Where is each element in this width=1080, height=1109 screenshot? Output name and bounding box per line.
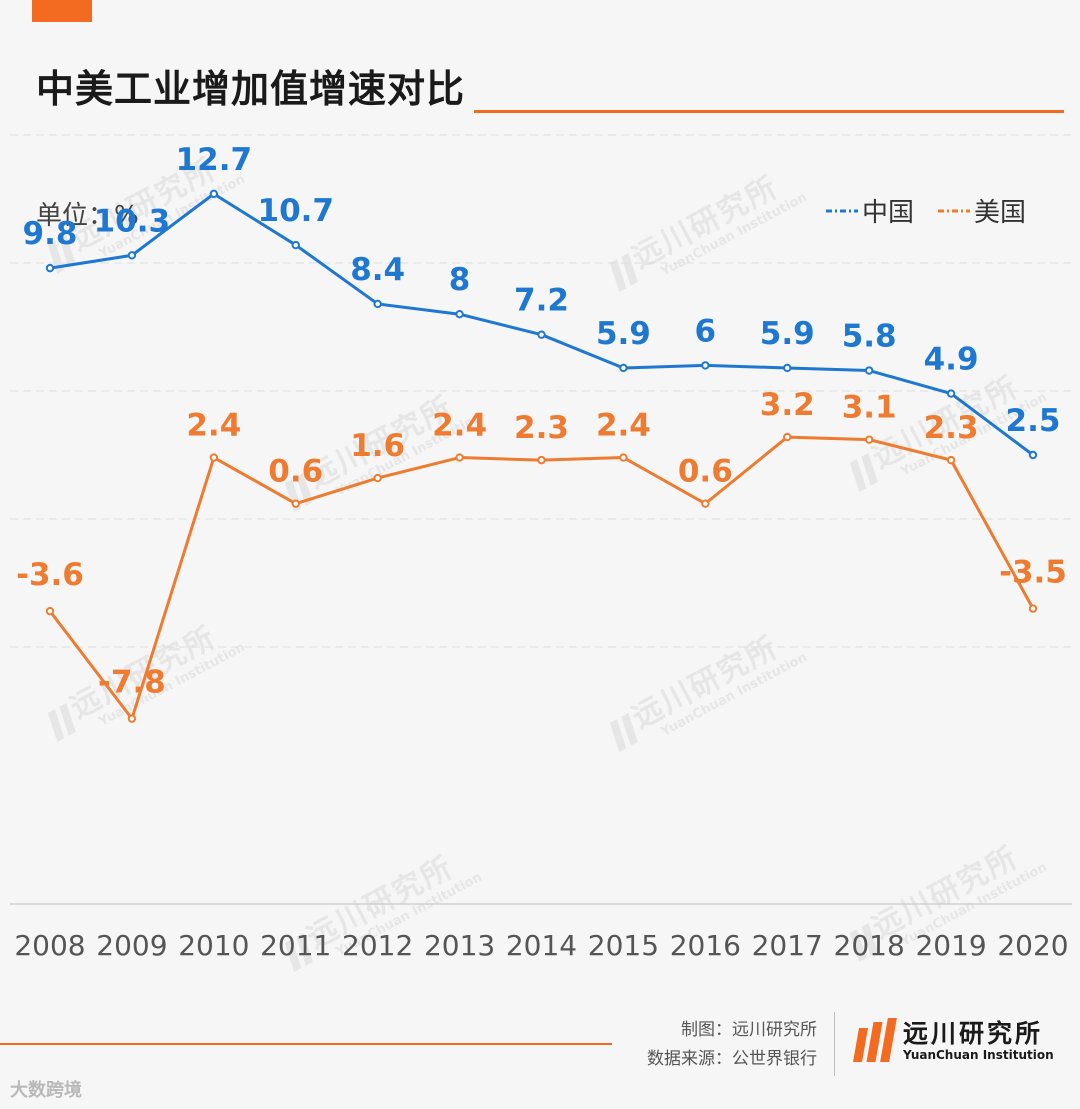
- data-point: [864, 435, 874, 444]
- made-by-text: 制图：远川研究所: [681, 1020, 817, 1040]
- data-label: 8.4: [350, 252, 405, 288]
- x-tick-label: 2020: [997, 929, 1068, 962]
- data-label: 5.9: [760, 316, 815, 352]
- brand-name-en: YuanChuan Institution: [903, 1048, 1054, 1062]
- data-point: [1028, 604, 1038, 613]
- data-label: 0.6: [678, 454, 733, 490]
- legend: 中国 美国: [826, 198, 1026, 228]
- data-label: -3.5: [999, 555, 1067, 591]
- data-label: 2.4: [186, 408, 241, 444]
- legend-usa-label: 美国: [974, 198, 1026, 228]
- data-point: [701, 499, 710, 508]
- x-tick-label: 2013: [424, 929, 495, 962]
- x-tick-label: 2009: [96, 929, 167, 962]
- data-point: [946, 389, 956, 398]
- data-point: [291, 240, 300, 250]
- x-tick-label: 2017: [752, 929, 823, 962]
- x-axis-ticks: 2008 2009 2010 2011 2012 2013 2014 2015 2016 2017…: [14, 929, 1068, 962]
- data-point: [455, 310, 464, 319]
- data-point: [1028, 450, 1038, 460]
- data-point: [373, 473, 382, 483]
- data-point: [209, 189, 219, 199]
- source-logo: 大数跨境: [10, 1080, 82, 1101]
- data-point: [619, 363, 628, 373]
- data-label: 0.6: [268, 454, 323, 490]
- data-label: 3.1: [842, 390, 897, 426]
- data-point: [537, 455, 546, 465]
- data-point: [373, 299, 382, 309]
- brand-logo: 远川研究所 YuanChuan Institution: [853, 1017, 1054, 1063]
- data-point: [45, 263, 55, 273]
- footer-credit: 制图：远川研究所 数据来源：公世界银行: [647, 1016, 817, 1074]
- data-point: [783, 432, 792, 442]
- brand-name-cn: 远川研究所: [903, 1019, 1044, 1048]
- data-label: 2.4: [596, 408, 651, 444]
- x-tick-label: 2011: [260, 929, 331, 962]
- series-line-usa: [48, 435, 1035, 721]
- x-tick-label: 2014: [506, 929, 577, 962]
- x-tick-label: 2018: [834, 929, 905, 962]
- data-label: 5.9: [596, 316, 651, 352]
- footer-rule: [0, 1043, 612, 1045]
- data-label: 2.3: [514, 410, 569, 446]
- data-label: 5.8: [842, 319, 897, 355]
- data-label: 1.6: [350, 428, 405, 464]
- data-label: 2.3: [924, 410, 979, 446]
- unit-label: 单位：%: [36, 201, 139, 231]
- data-point: [455, 453, 464, 462]
- x-tick-label: 2008: [14, 929, 85, 962]
- legend-item-china: 中国: [826, 198, 914, 228]
- data-point: [127, 714, 137, 723]
- data-point: [783, 363, 792, 373]
- data-label: 2.4: [432, 408, 487, 444]
- data-label: 4.9: [924, 342, 979, 378]
- data-label: 10.3: [94, 203, 171, 239]
- legend-china-label: 中国: [862, 198, 914, 228]
- data-label: -7.8: [98, 665, 166, 701]
- data-label: 10.7: [258, 193, 335, 229]
- data-point: [45, 606, 55, 616]
- data-label: 8: [449, 262, 471, 298]
- data-label: 12.7: [176, 142, 253, 178]
- data-point: [619, 453, 628, 462]
- series-layer: 9.8 10.312.710.7 8.4 8 7.2 5.9 6 5.9 5.8 4.9 2.5 -3…: [16, 142, 1067, 723]
- data-source-text: 数据来源：公世界银行: [647, 1049, 817, 1069]
- data-label: 9.8: [23, 216, 78, 252]
- x-tick-label: 2015: [588, 929, 659, 962]
- x-tick-label: 2016: [670, 929, 741, 962]
- data-label: 2.5: [1006, 403, 1061, 439]
- data-label: 3.2: [760, 387, 815, 423]
- line-chart: 单位：% 中国 美国 2008 2009 2010 2011 2012 2013 2014 2…: [10, 134, 1072, 962]
- legend-item-usa: 美国: [938, 198, 1026, 228]
- title-underline: [474, 110, 1064, 113]
- data-point: [701, 361, 710, 370]
- data-point: [291, 499, 300, 508]
- data-label: 6: [695, 313, 717, 349]
- data-point: [864, 366, 874, 375]
- data-label: -3.6: [16, 557, 84, 593]
- data-point: [537, 330, 546, 339]
- top-accent-bar: [32, 0, 92, 22]
- x-tick-label: 2012: [342, 929, 413, 962]
- footer-divider: [834, 1012, 835, 1076]
- gridlines: [10, 134, 1072, 648]
- data-point: [946, 455, 956, 465]
- x-tick-label: 2019: [915, 929, 986, 962]
- data-point: [127, 251, 137, 260]
- data-label: 7.2: [514, 283, 569, 319]
- brand-mark-icon: [853, 1017, 897, 1062]
- data-point: [209, 453, 219, 462]
- page-title: 中美工业增加值增速对比: [36, 67, 466, 111]
- x-tick-label: 2010: [178, 929, 249, 962]
